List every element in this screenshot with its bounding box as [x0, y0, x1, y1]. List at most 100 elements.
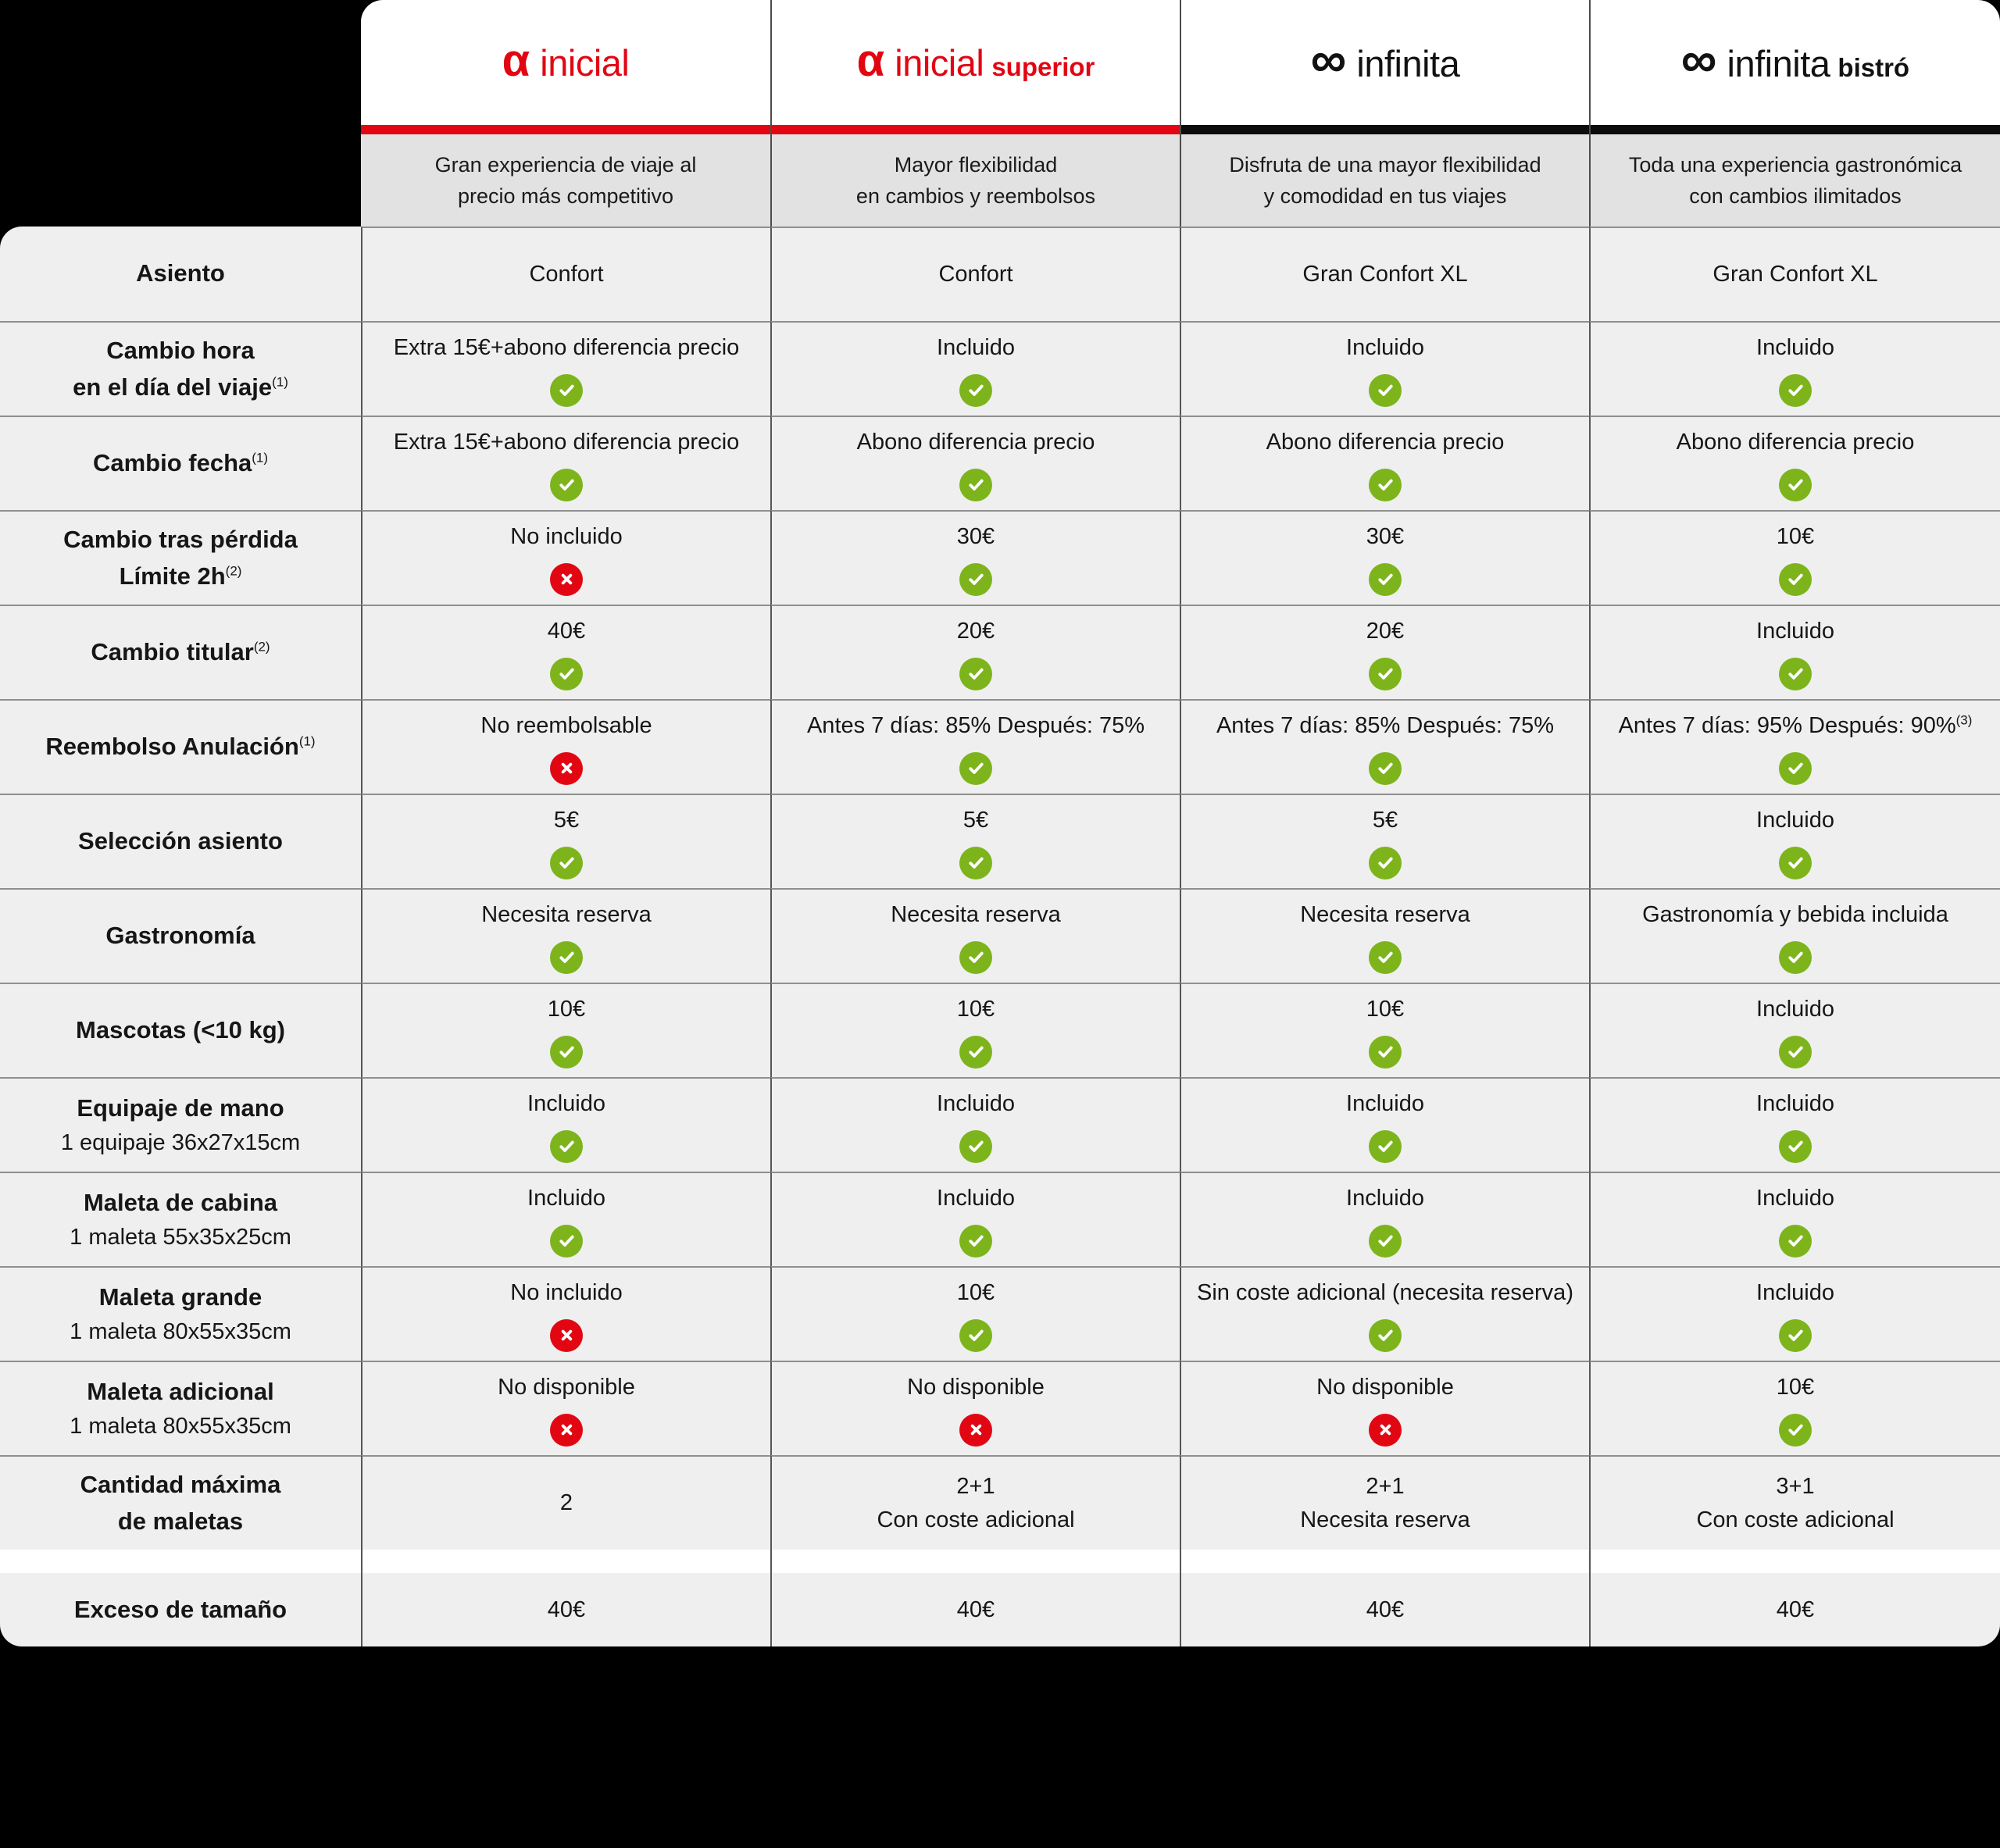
row-label-text: en el día del viaje: [73, 373, 273, 401]
fare-logo-inicial-superior: α inicial superior: [857, 37, 1095, 84]
check-icon: [1369, 1035, 1402, 1068]
cell-cambio-titular-inicial: 40€: [361, 605, 770, 699]
cell-mascotas-inicial: 10€: [361, 983, 770, 1077]
fare-logo-inicial: α inicial: [502, 37, 630, 84]
cell-text-span: 40€: [1366, 1596, 1405, 1622]
check-icon: [959, 1035, 992, 1068]
check-icon: [1779, 751, 1812, 785]
cell-text: 40€: [1366, 1593, 1404, 1626]
cell-text-span: Incluido: [1756, 335, 1834, 361]
cell-text: Necesita reserva: [1300, 898, 1470, 931]
feature-row-maleta-grande: Maleta grande 1 maleta 80x55x35cm No inclu…: [0, 1266, 2000, 1361]
cell-text: No disponible: [907, 1371, 1045, 1404]
cell-asiento-infinita: Gran Confort XL: [1180, 227, 1589, 321]
cell-text: Incluido: [527, 1087, 605, 1120]
cross-icon: [550, 562, 583, 596]
cell-text: Confort: [529, 258, 603, 291]
separator-cell: [1180, 1550, 1589, 1573]
cell-maleta-de-cabina-inicial: Incluido: [361, 1172, 770, 1266]
fare-description: Toda una experiencia gastronómica con cam…: [1591, 134, 2000, 227]
check-icon: [550, 373, 583, 407]
row-label-cantidad-maxima-maletas: Cantidad máxima de maletas: [0, 1455, 361, 1550]
row-label-gastronomia: Gastronomía: [0, 888, 361, 983]
cell-text-span: Incluido: [937, 1091, 1015, 1117]
cell-text: 5€: [554, 804, 579, 837]
feature-row-equipaje-de-mano: Equipaje de mano 1 equipaje 36x27x15cm Inc…: [0, 1077, 2000, 1172]
cell-text-span: 2+1: [956, 1474, 995, 1500]
cell-seleccion-asiento-inicial-superior: 5€: [770, 794, 1180, 888]
row-label-text: Selección asiento: [78, 827, 283, 855]
infinity-icon: ∞: [1680, 31, 1717, 87]
check-icon: [1779, 1035, 1812, 1068]
check-icon: [1779, 657, 1812, 690]
footnote-marker: (3): [1955, 712, 1973, 728]
check-icon: [550, 657, 583, 690]
cell-text: Necesita reserva: [891, 898, 1061, 931]
cell-mascotas-infinita-bistro: Incluido: [1589, 983, 2000, 1077]
cell-text-span: 10€: [1366, 997, 1405, 1022]
cell-text: Incluido: [1756, 331, 1834, 364]
cell-text: Necesita reserva: [1300, 1504, 1470, 1536]
check-icon: [959, 940, 992, 974]
cell-maleta-adicional-inicial: No disponible: [361, 1361, 770, 1455]
cell-text: Con coste adicional: [877, 1504, 1074, 1536]
cell-text: Incluido: [527, 1182, 605, 1215]
feature-row-cambio-fecha: Cambio fecha(1) Extra 15€+abono diferenci…: [0, 416, 2000, 510]
check-icon: [1779, 1129, 1812, 1163]
cell-cambio-tras-perdida-inicial: No incluido: [361, 510, 770, 605]
row-label-seleccion-asiento: Selección asiento: [0, 794, 361, 888]
row-label-line: Cambio titular(2): [91, 634, 270, 671]
cell-text: Incluido: [937, 1182, 1015, 1215]
row-label-line: Exceso de tamaño: [74, 1592, 287, 1629]
feature-row-reembolso-anulacion: Reembolso Anulación(1) No reembolsable Ant…: [0, 699, 2000, 794]
cell-text-span: 10€: [1776, 524, 1815, 550]
cross-icon: [959, 1413, 992, 1447]
cell-text-span: Necesita reserva: [481, 902, 652, 928]
cell-text: No reembolsable: [480, 709, 652, 742]
cell-text: Extra 15€+abono diferencia precio: [394, 426, 740, 458]
fare-description-line: Gran experiencia de viaje al: [434, 152, 697, 177]
header-row: α inicial Gran experiencia de viaje al prec…: [0, 0, 2000, 227]
cell-text-span: Gran Confort XL: [1712, 262, 1878, 287]
cell-asiento-infinita-bistro: Gran Confort XL: [1589, 227, 2000, 321]
cell-maleta-grande-inicial: No incluido: [361, 1266, 770, 1361]
accent-bar: [772, 125, 1180, 134]
row-label-line: Maleta de cabina: [84, 1185, 277, 1222]
check-icon: [550, 1129, 583, 1163]
check-icon: [1779, 1224, 1812, 1258]
cell-text-span: Gastronomía y bebida incluida: [1642, 902, 1948, 928]
feature-row-cambio-titular: Cambio titular(2) 40€ 20€ 20€ Incluido: [0, 605, 2000, 699]
cell-text-span: Extra 15€+abono diferencia precio: [393, 335, 740, 361]
row-label-line: Cantidad máxima: [80, 1467, 281, 1504]
cell-text-span: Gran Confort XL: [1302, 262, 1468, 287]
cell-text: Abono diferencia precio: [1677, 426, 1915, 458]
row-label-maleta-de-cabina: Maleta de cabina 1 maleta 55x35x25cm: [0, 1172, 361, 1266]
cell-text-span: Incluido: [1756, 619, 1834, 644]
check-icon: [959, 1129, 992, 1163]
row-label-text: de maletas: [117, 1507, 244, 1535]
cell-text-span: Necesita reserva: [1300, 1507, 1470, 1532]
cell-text-span: Extra 15€+abono diferencia precio: [393, 430, 740, 455]
cell-equipaje-de-mano-infinita: Incluido: [1180, 1077, 1589, 1172]
cell-text: Gran Confort XL: [1302, 258, 1467, 291]
cell-text-span: 20€: [1366, 619, 1405, 644]
cell-equipaje-de-mano-inicial-superior: Incluido: [770, 1077, 1180, 1172]
check-icon: [1369, 657, 1402, 690]
cell-seleccion-asiento-infinita-bistro: Incluido: [1589, 794, 2000, 888]
check-icon: [1779, 562, 1812, 596]
row-label-cambio-titular: Cambio titular(2): [0, 605, 361, 699]
row-label-line: de maletas: [118, 1504, 243, 1540]
cell-text: Incluido: [1346, 331, 1424, 364]
cell-text: Gastronomía y bebida incluida: [1642, 898, 1948, 931]
cell-text: 3+1: [1776, 1470, 1814, 1503]
cell-exceso-de-tamano-infinita: 40€: [1180, 1573, 1589, 1646]
row-label-cambio-tras-perdida: Cambio tras pérdida Límite 2h(2): [0, 510, 361, 605]
row-label-text: Maleta grande: [98, 1283, 262, 1311]
cell-text: 40€: [1777, 1593, 1814, 1626]
cell-text-span: Incluido: [527, 1186, 605, 1211]
cell-mascotas-inicial-superior: 10€: [770, 983, 1180, 1077]
row-label-text: 1 equipaje 36x27x15cm: [60, 1130, 301, 1155]
cell-cambio-tras-perdida-inicial-superior: 30€: [770, 510, 1180, 605]
cell-text-span: 20€: [956, 619, 995, 644]
row-label-text: Cambio titular: [91, 638, 254, 666]
